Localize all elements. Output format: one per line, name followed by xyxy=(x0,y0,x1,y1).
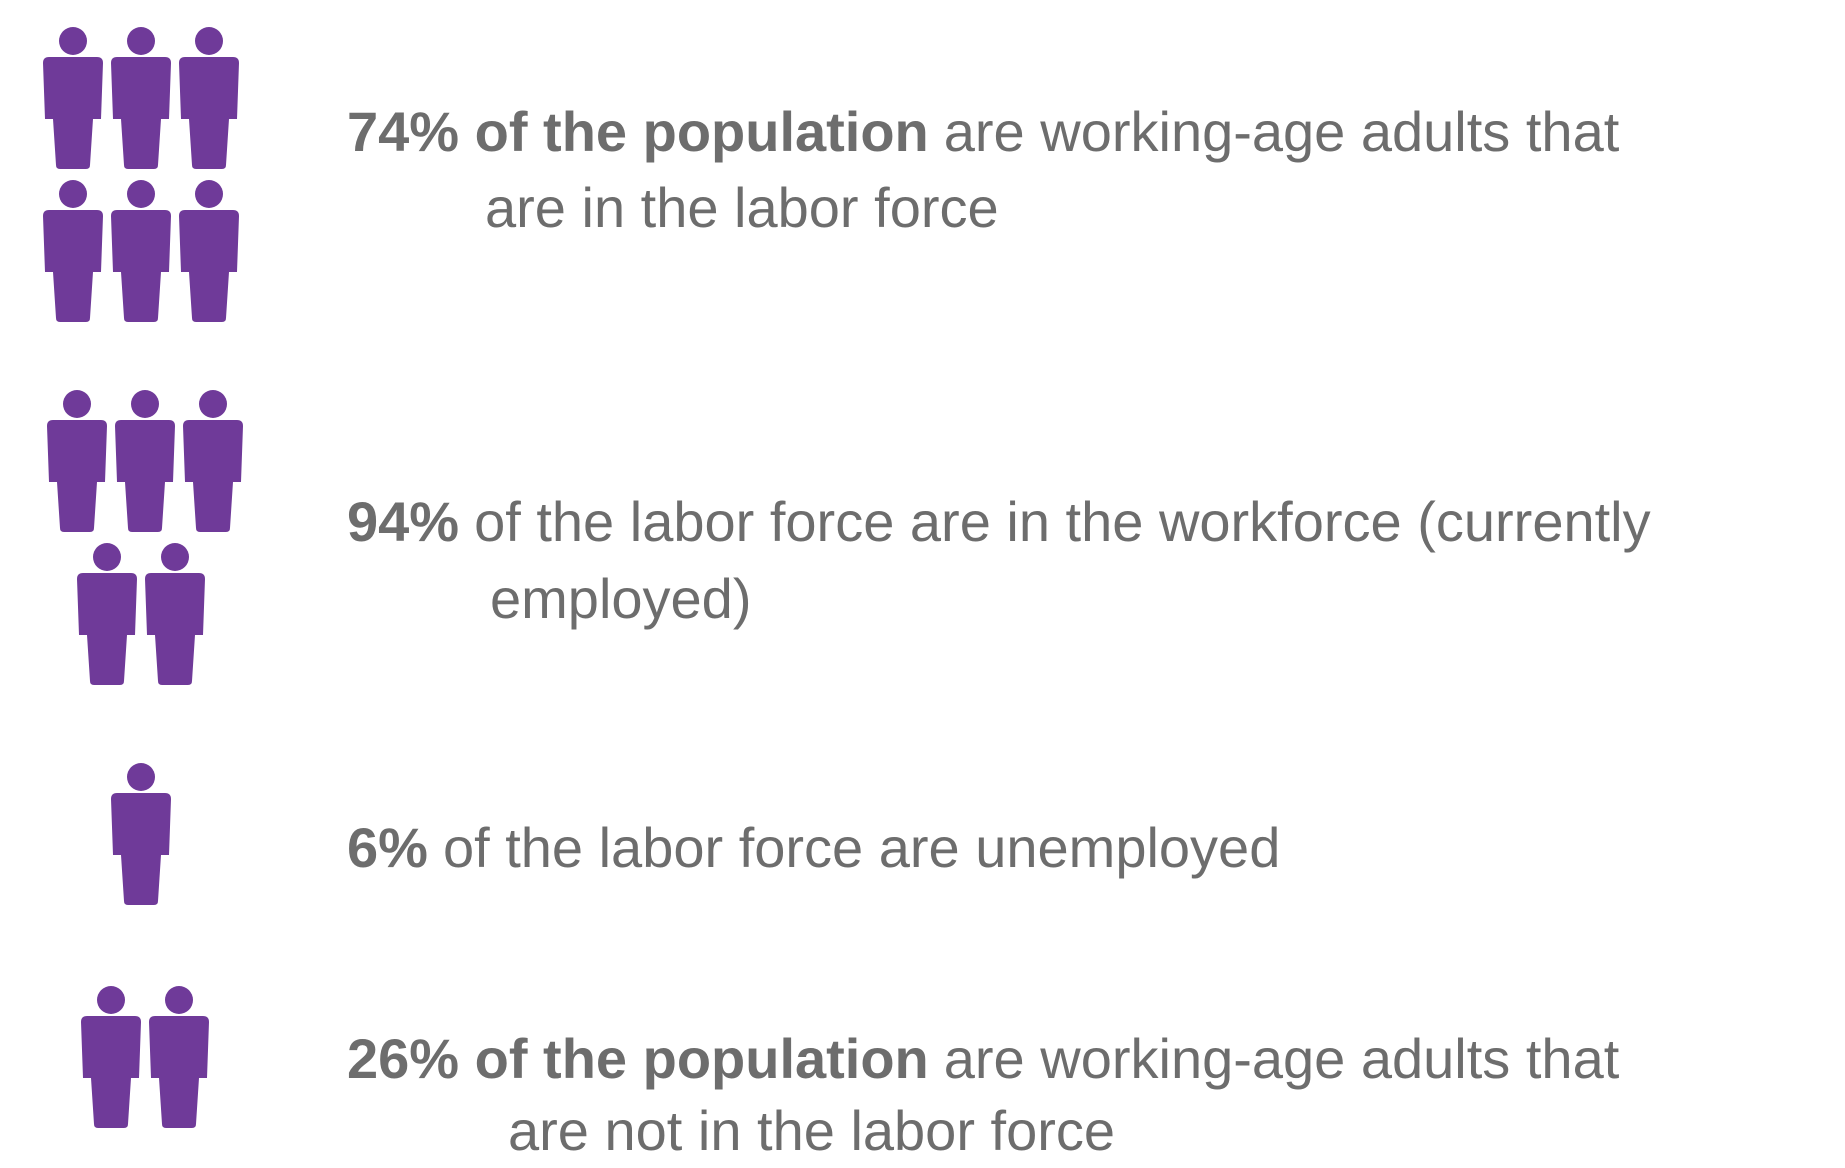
statement: of the labor force are unemployed xyxy=(443,816,1280,879)
icons-group-4 xyxy=(81,986,209,1128)
statement-line: 26% of the population are working-age adu… xyxy=(347,1027,1620,1090)
statement: are working-age adults that xyxy=(944,1027,1620,1090)
statement-line: are not in the labor force xyxy=(508,1099,1115,1162)
icons-group-3 xyxy=(111,763,171,905)
statement-line: employed) xyxy=(490,567,751,630)
highlight: 6% xyxy=(347,816,428,879)
icons-group-2 xyxy=(47,390,243,685)
icons-group-1 xyxy=(43,27,239,322)
statement-line: 74% of the population are working-age adu… xyxy=(347,100,1620,163)
highlight: 94% xyxy=(347,490,459,553)
statement-line: are in the labor force xyxy=(485,176,999,239)
statement: are working-age adults that xyxy=(944,100,1620,163)
statement-line: 94% of the labor force are in the workfor… xyxy=(347,490,1651,553)
statement-line: 6% of the labor force are unemployed xyxy=(347,816,1280,879)
highlight: 74% of the population xyxy=(347,100,929,163)
statement: of the labor force are in the workforce … xyxy=(474,490,1651,553)
highlight: 26% of the population xyxy=(347,1027,929,1090)
